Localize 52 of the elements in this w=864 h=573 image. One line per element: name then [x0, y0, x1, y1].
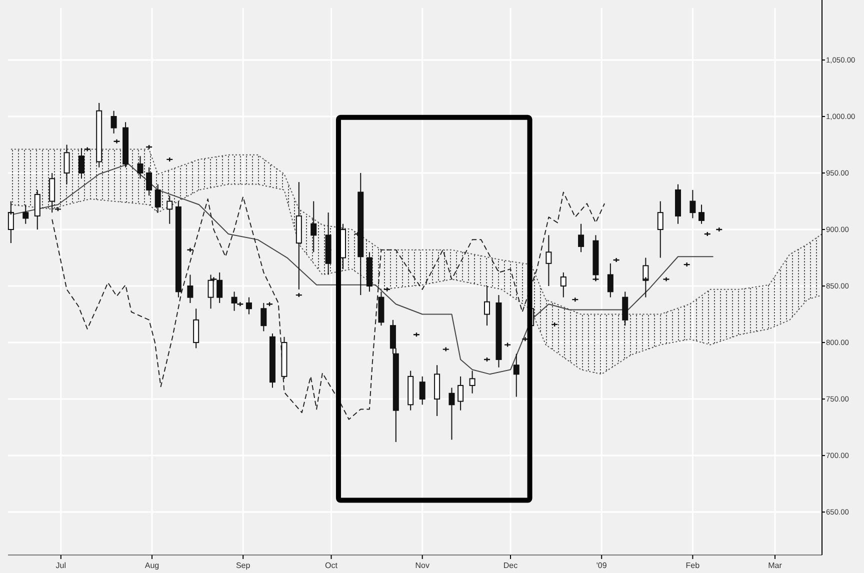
- line-series: [10, 184, 822, 375]
- candlestick: [513, 353, 520, 398]
- candlestick: [64, 144, 70, 185]
- candlestick: [154, 184, 161, 214]
- x-tick-label: Sep: [236, 561, 251, 570]
- point: [572, 296, 579, 302]
- point: [210, 276, 218, 282]
- candlestick: [698, 204, 705, 224]
- point: [186, 247, 194, 252]
- point: [236, 302, 244, 307]
- point: [662, 276, 670, 282]
- candlestick: [622, 291, 628, 326]
- line-series: [52, 192, 606, 420]
- x-tick-label: Mar: [768, 561, 782, 570]
- candlestick: [469, 370, 476, 394]
- candlestick: [146, 166, 152, 196]
- candlestick: [137, 156, 144, 180]
- candlestick: [22, 204, 29, 224]
- x-tick-label: Jul: [56, 561, 66, 570]
- x-tick-label: Oct: [325, 561, 338, 570]
- line-series: [10, 148, 822, 315]
- point: [612, 257, 620, 263]
- point: [166, 156, 174, 162]
- candlestick: [448, 387, 455, 440]
- candlestick: [216, 272, 223, 304]
- x-tick-label: Feb: [686, 561, 700, 570]
- x-tick-label: Nov: [415, 561, 430, 570]
- x-tick-label: Dec: [503, 561, 518, 570]
- point: [7, 210, 15, 216]
- candlestick: [419, 376, 426, 406]
- point: [113, 138, 120, 144]
- point: [716, 226, 723, 232]
- x-tick-label: Aug: [144, 561, 160, 570]
- point: [145, 144, 153, 150]
- point: [550, 322, 558, 328]
- candlestick: [246, 296, 252, 315]
- candlestick: [607, 262, 614, 298]
- candlestick: [110, 110, 117, 134]
- point: [704, 231, 711, 237]
- candlestick: [187, 274, 194, 304]
- point: [383, 286, 391, 292]
- candlestick: [690, 189, 696, 219]
- point: [642, 276, 650, 282]
- point: [483, 356, 491, 362]
- point: [442, 346, 450, 352]
- point: [295, 292, 303, 298]
- candlestick: [166, 195, 173, 224]
- candlestick: [310, 200, 317, 253]
- candlestick: [260, 302, 267, 332]
- point: [683, 262, 690, 268]
- x-tick-label: '09: [596, 561, 608, 570]
- candlestick: [578, 223, 584, 253]
